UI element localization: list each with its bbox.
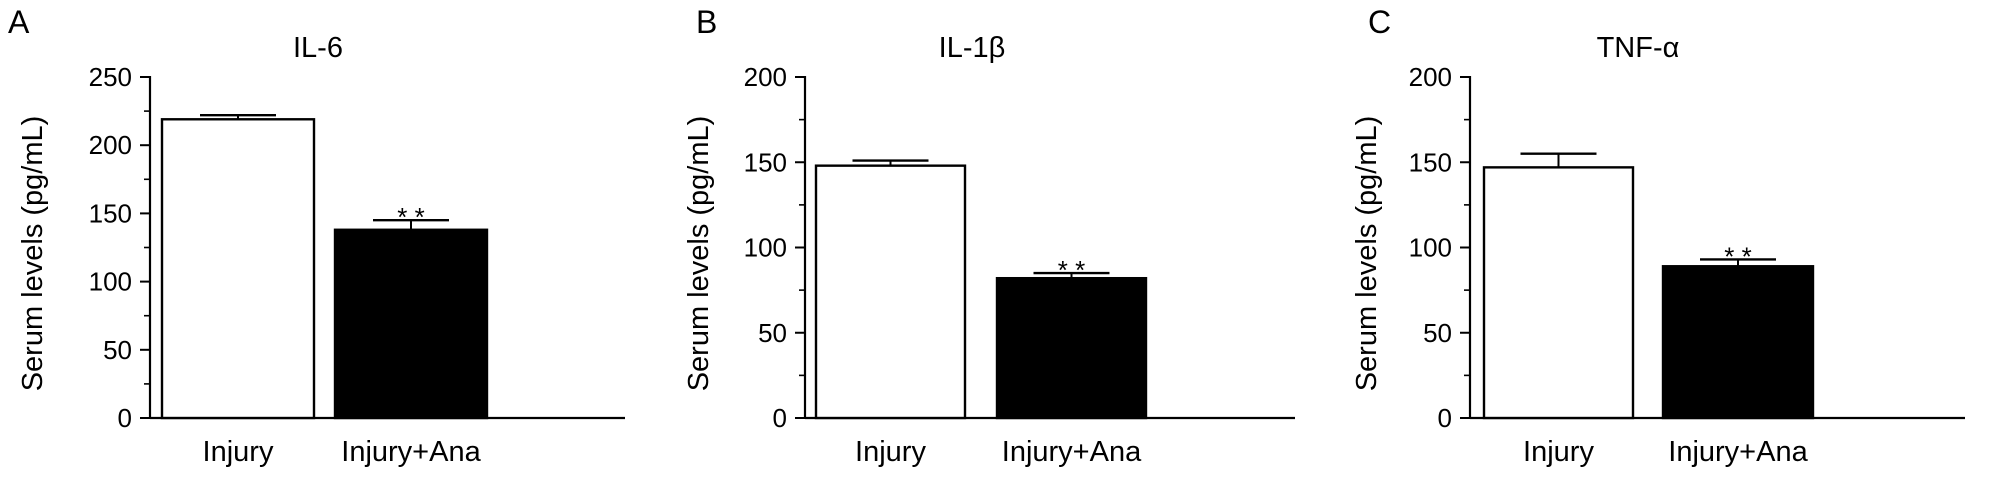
y-tick-label: 50 [1423, 318, 1452, 348]
panel-letter: C [1368, 4, 1392, 40]
bar-injury-ana [333, 228, 489, 420]
y-tick-label: 200 [744, 62, 787, 92]
bar-injury [160, 118, 316, 420]
x-category-label: Injury+Ana [341, 436, 481, 468]
y-tick-label: 0 [1438, 403, 1452, 433]
y-tick-label: 0 [773, 403, 787, 433]
x-category-label: Injury+Ana [1002, 436, 1142, 468]
bar-injury [1482, 166, 1635, 420]
y-tick-label: 100 [1409, 233, 1452, 263]
y-tick-label: 100 [89, 267, 132, 297]
significance-marker: * * [397, 202, 424, 232]
significance-marker: * * [1058, 255, 1085, 285]
y-tick-label: 150 [744, 147, 787, 177]
x-category-label: Injury [203, 436, 274, 468]
significance-marker: * * [1724, 241, 1751, 271]
panel-b: B 0 50 100 150 200 IL-1β Serum levels (pg/mL) I… [670, 0, 1340, 484]
y-tick-label: 50 [758, 318, 787, 348]
panel-a: A 0 50 100 150 200 250 IL-6 Serum levels (pg/mL… [0, 0, 670, 484]
y-axis-label: Serum levels (pg/mL) [683, 116, 715, 392]
y-tick-label: 200 [1409, 62, 1452, 92]
y-tick-label: 250 [89, 62, 132, 92]
bar-chart-il1b: 0 50 100 150 200 IL-1β Serum levels (pg/mL) Inj… [683, 32, 1295, 468]
y-tick-label: 0 [118, 403, 132, 433]
x-category-label: Injury+Ana [1668, 436, 1808, 468]
chart-title: IL-6 [293, 32, 343, 64]
y-tick-label: 200 [89, 130, 132, 160]
bar-injury-ana [1661, 265, 1815, 420]
panel-letter: B [696, 4, 718, 40]
bar-chart-tnfa: 0 50 100 150 200 TNF-α Serum levels (pg/mL) Inj… [1351, 32, 1965, 468]
bar-injury [814, 164, 967, 420]
y-tick-label: 150 [89, 198, 132, 228]
y-tick-label: 100 [744, 233, 787, 263]
bar-injury-ana [995, 276, 1148, 420]
chart-title: IL-1β [939, 32, 1006, 64]
y-axis-label: Serum levels (pg/mL) [17, 116, 49, 392]
x-category-label: Injury [855, 436, 926, 468]
y-tick-label: 50 [103, 335, 132, 365]
panel-c: C 0 50 100 150 200 TNF-α Serum levels (pg/mL) I… [1340, 0, 2010, 484]
bar-chart-il6: 0 50 100 150 200 250 IL-6 Serum levels (pg/mL) I… [17, 32, 625, 468]
panel-letter: A [8, 4, 30, 40]
x-category-label: Injury [1523, 436, 1594, 468]
chart-title: TNF-α [1597, 32, 1680, 64]
y-axis-label: Serum levels (pg/mL) [1351, 116, 1383, 392]
y-tick-label: 150 [1409, 147, 1452, 177]
